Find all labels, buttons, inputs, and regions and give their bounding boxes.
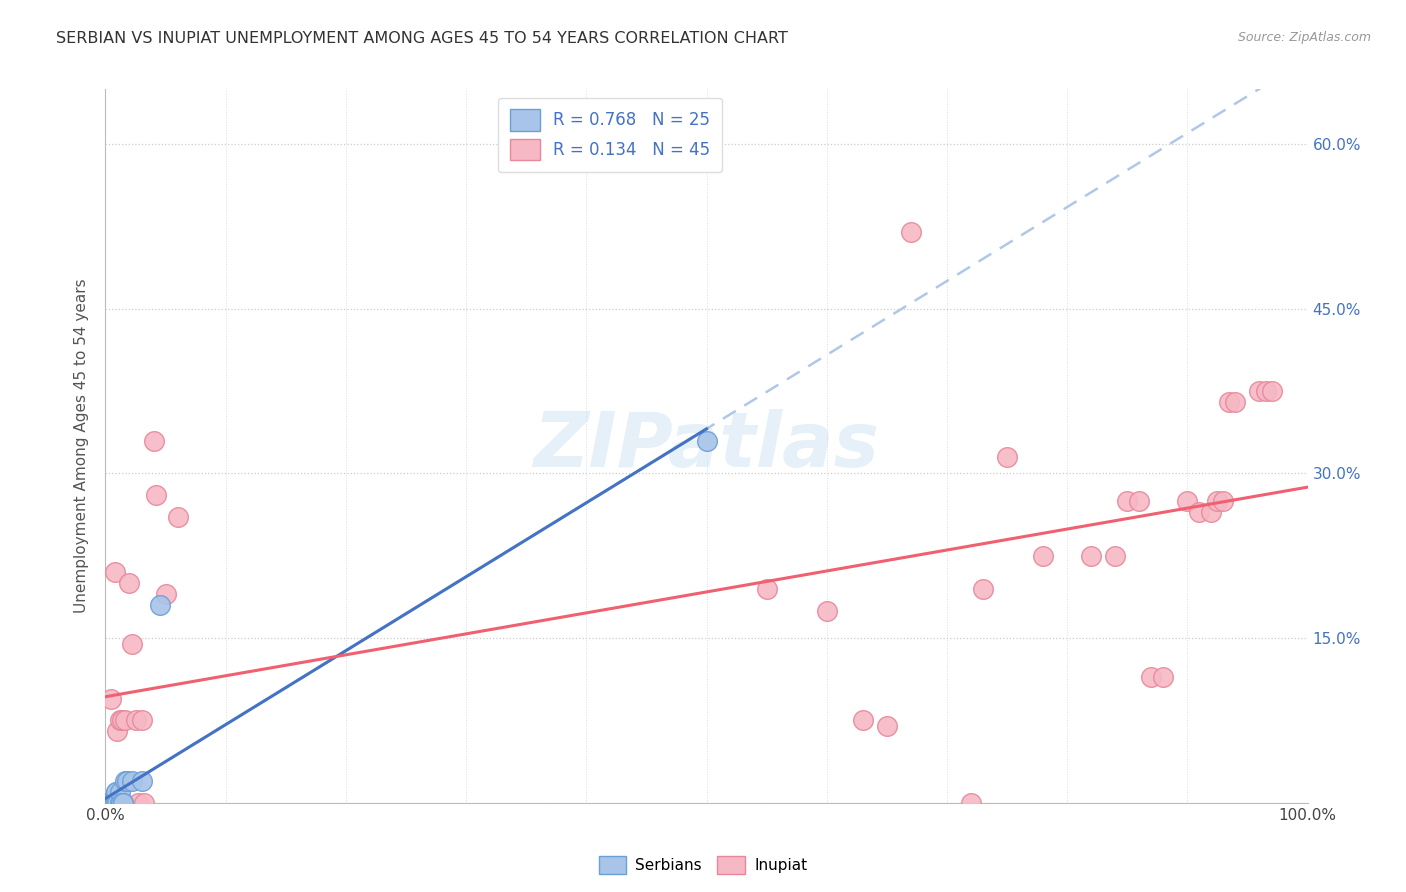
Point [108, 714, 131, 728]
Point [104, 796, 127, 810]
Point [1140, 669, 1163, 683]
Point [1116, 494, 1139, 508]
Point [127, 796, 149, 810]
Point [115, 773, 138, 788]
Point [101, 796, 124, 810]
Point [1249, 384, 1271, 398]
Point [108, 796, 131, 810]
Point [696, 434, 718, 448]
Point [1260, 384, 1282, 398]
Point [107, 796, 129, 810]
Point [114, 773, 136, 788]
Point [110, 796, 132, 810]
Point [1218, 395, 1240, 409]
Point [972, 582, 994, 596]
Point [876, 719, 898, 733]
Point [107, 724, 129, 739]
Point [100, 796, 122, 810]
Point [98, 796, 121, 810]
Text: Source: ZipAtlas.com: Source: ZipAtlas.com [1237, 31, 1371, 45]
Point [1152, 669, 1174, 683]
Point [98, 796, 121, 810]
Point [155, 587, 177, 601]
Point [1080, 549, 1102, 563]
Point [107, 796, 129, 810]
Point [132, 796, 155, 810]
Point [1175, 494, 1198, 508]
Point [815, 604, 838, 618]
Point [108, 785, 131, 799]
Point [107, 796, 129, 810]
Point [1032, 549, 1054, 563]
Y-axis label: Unemployment Among Ages 45 to 54 years: Unemployment Among Ages 45 to 54 years [75, 278, 90, 614]
Point [852, 714, 875, 728]
Point [1225, 395, 1247, 409]
Point [110, 796, 132, 810]
Point [112, 796, 135, 810]
Point [148, 598, 170, 612]
Legend: R = 0.768   N = 25, R = 0.134   N = 45: R = 0.768 N = 25, R = 0.134 N = 45 [499, 97, 723, 172]
Point [94, 796, 117, 810]
Point [114, 714, 136, 728]
Point [960, 796, 983, 810]
Point [1188, 505, 1211, 519]
Point [104, 790, 127, 805]
Point [131, 773, 153, 788]
Point [1254, 384, 1277, 398]
Point [105, 785, 128, 799]
Point [124, 714, 146, 728]
Point [112, 796, 135, 810]
Point [1128, 494, 1150, 508]
Point [111, 714, 134, 728]
Text: SERBIAN VS INUPIAT UNEMPLOYMENT AMONG AGES 45 TO 54 YEARS CORRELATION CHART: SERBIAN VS INUPIAT UNEMPLOYMENT AMONG AG… [56, 31, 789, 46]
Point [118, 576, 141, 591]
Point [100, 691, 122, 706]
Point [112, 796, 135, 810]
Point [103, 796, 125, 810]
Point [1201, 505, 1223, 519]
Point [107, 796, 129, 810]
Legend: Serbians, Inupiat: Serbians, Inupiat [593, 850, 813, 880]
Point [1206, 494, 1229, 508]
Point [105, 785, 128, 799]
Point [755, 582, 778, 596]
Point [94, 796, 117, 810]
Point [142, 434, 165, 448]
Point [900, 225, 922, 239]
Point [995, 450, 1018, 464]
Point [145, 488, 167, 502]
Point [1212, 494, 1234, 508]
Text: ZIPatlas: ZIPatlas [533, 409, 880, 483]
Point [121, 773, 143, 788]
Point [104, 566, 127, 580]
Point [103, 796, 125, 810]
Point [166, 510, 188, 524]
Point [1104, 549, 1126, 563]
Point [131, 714, 153, 728]
Point [121, 637, 143, 651]
